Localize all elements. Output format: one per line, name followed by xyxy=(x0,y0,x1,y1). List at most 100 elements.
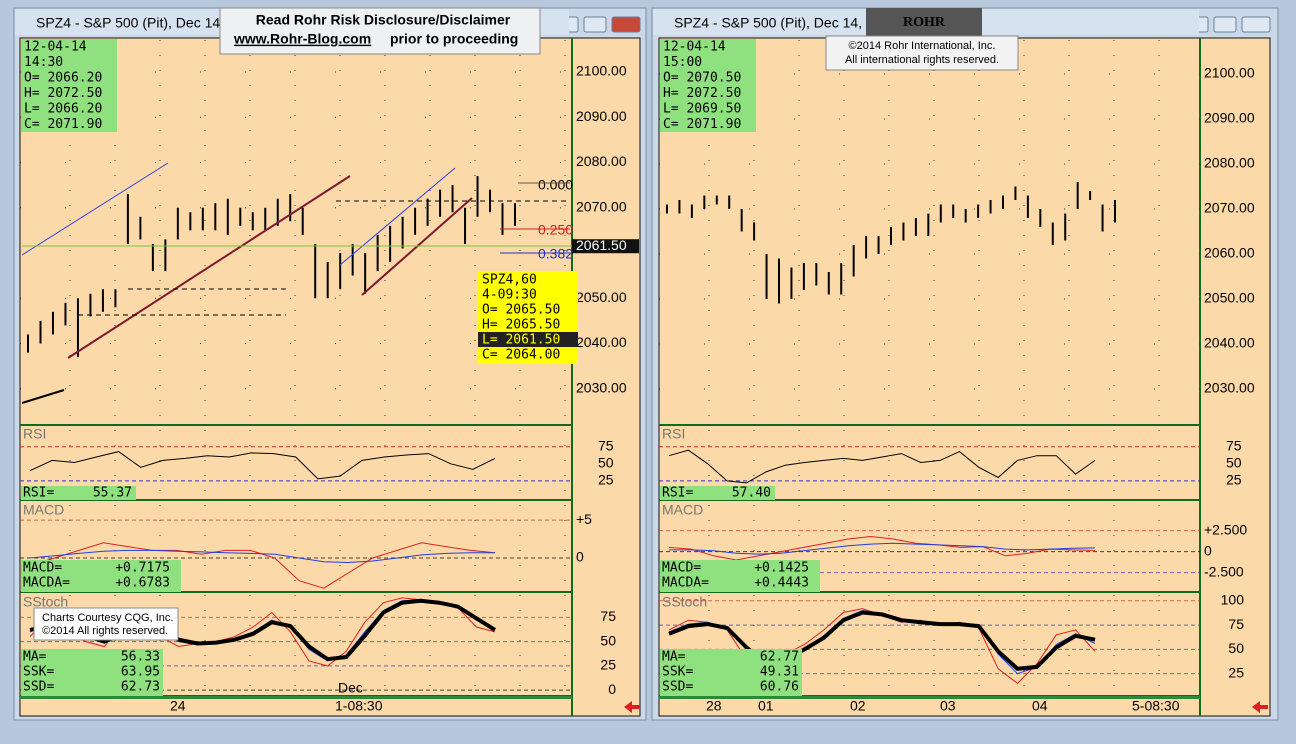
readout-value: 63.95 xyxy=(121,665,160,680)
info-line: 14:30 xyxy=(24,55,63,70)
readout-value: +0.4443 xyxy=(754,576,809,591)
readout-label: SSD= xyxy=(662,680,693,695)
y-tick-label: 2050.00 xyxy=(576,289,627,305)
readout-label: SSD= xyxy=(23,680,54,695)
scroll-arrow[interactable] xyxy=(1252,701,1268,713)
last-price: 2061.50 xyxy=(576,237,627,253)
copyright: All international rights reserved. xyxy=(845,54,999,66)
date-strip xyxy=(659,696,1200,699)
close[interactable] xyxy=(1241,16,1271,33)
popup-highlight xyxy=(478,332,578,347)
readout-label: SSK= xyxy=(662,665,693,680)
y-tick-label: 2070.00 xyxy=(1204,200,1255,216)
y-tick-label: -2.500 xyxy=(1204,563,1244,579)
readout-value: 62.77 xyxy=(760,650,799,665)
info-line: 12-04-14 xyxy=(663,40,726,55)
maximize[interactable] xyxy=(583,16,607,33)
y-tick-label: 25 xyxy=(1226,472,1242,488)
date-strip xyxy=(20,696,572,699)
window-title: SPZ4 - S&P 500 (Pit), Dec 14, 30 Min xyxy=(674,15,908,31)
cqg: Charts Courtesy CQG, Inc. xyxy=(42,612,173,624)
info-line: 12-04-14 xyxy=(24,40,87,55)
copyright: ©2014 Rohr International, Inc. xyxy=(849,40,996,52)
plot-area xyxy=(658,37,1271,717)
info-line: C= 2071.90 xyxy=(663,117,741,132)
popup-line: 4-09:30 xyxy=(482,288,537,303)
readout-value: 56.33 xyxy=(121,650,160,665)
readout-value: 60.76 xyxy=(760,680,799,695)
readout-box xyxy=(660,486,775,500)
y-tick-label: 50 xyxy=(600,632,616,648)
readout-label: MA= xyxy=(662,650,686,665)
y-tick-label: 2040.00 xyxy=(576,334,627,350)
maximize[interactable] xyxy=(1213,16,1237,33)
readout-label: MACDA= xyxy=(662,576,709,591)
y-tick-label: 2070.00 xyxy=(576,198,627,214)
readout-label: MACD= xyxy=(662,561,701,576)
y-tick-label: 25 xyxy=(598,472,614,488)
y-tick-label: +2.500 xyxy=(1204,521,1247,537)
last-price-box xyxy=(572,239,639,254)
readout-box xyxy=(21,486,136,500)
rsi-line xyxy=(668,449,1096,484)
x-tick-label: 04 xyxy=(1032,698,1048,714)
y-tick-label: 2100.00 xyxy=(1204,65,1255,81)
info-line: 15:00 xyxy=(663,55,702,70)
scroll-arrow[interactable] xyxy=(624,701,640,713)
window-title: SPZ4 - S&P 500 (Pit), Dec 14, 60 Min xyxy=(36,15,270,31)
readout-box xyxy=(21,560,181,592)
popup xyxy=(478,271,578,364)
readout-label: RSI= xyxy=(662,486,693,501)
x-tick-label: 03 xyxy=(940,698,956,714)
close[interactable] xyxy=(611,16,641,33)
info-line: L= 2069.50 xyxy=(663,102,741,117)
y-tick-label: 2090.00 xyxy=(1204,110,1255,126)
banner-line: prior to proceeding xyxy=(390,31,518,47)
x-tick-label: Dec xyxy=(338,680,363,696)
info-line: H= 2072.50 xyxy=(663,86,741,101)
y-tick-label: 25 xyxy=(600,657,616,673)
x-tick-label: 1-08:30 xyxy=(335,698,383,714)
readout-box xyxy=(660,649,802,696)
readout-value: 62.73 xyxy=(121,680,160,695)
readout-label: SSK= xyxy=(23,665,54,680)
info-line: O= 2070.50 xyxy=(663,71,741,86)
popup-line: L= 2061.50 xyxy=(482,333,560,348)
y-tick-label: 75 xyxy=(598,437,614,453)
y-tick-label: 50 xyxy=(1228,640,1244,656)
pane-name: RSI xyxy=(23,426,46,442)
popup-line: O= 2065.50 xyxy=(482,303,560,318)
cqg-box xyxy=(33,607,179,641)
info-line: L= 2066.20 xyxy=(24,102,102,117)
info-line: O= 2066.20 xyxy=(24,71,102,86)
x-tick-label: 01 xyxy=(758,698,774,714)
y-tick-label: 2080.00 xyxy=(576,153,627,169)
y-tick-label: 75 xyxy=(1228,616,1244,632)
macd-line xyxy=(29,549,496,564)
info-box xyxy=(21,39,117,132)
readout-label: RSI= xyxy=(23,486,54,501)
readout-value: 49.31 xyxy=(760,665,799,680)
pane-name: SStoch xyxy=(662,594,707,610)
readout-value: 57.40 xyxy=(732,486,771,501)
stoch-line xyxy=(668,610,1096,671)
macd-line xyxy=(669,542,1096,555)
x-tick-label: 02 xyxy=(850,698,866,714)
fib-label: 0.000 xyxy=(538,177,573,193)
y-tick-label: 2030.00 xyxy=(1204,380,1255,396)
rsi-line xyxy=(29,451,496,480)
popup-line: SPZ4,60 xyxy=(482,273,537,288)
x-tick-label: 24 xyxy=(170,698,186,714)
readout-label: MACD= xyxy=(23,561,62,576)
banner-line: Read Rohr Risk Disclosure/Disclaimer xyxy=(256,12,511,28)
x-tick-label: 28 xyxy=(706,698,722,714)
info-box xyxy=(660,39,756,132)
macd-line xyxy=(668,535,1096,561)
y-tick-label: 0 xyxy=(576,549,584,565)
fib-label: 0.382 xyxy=(538,246,573,262)
readout-label: MACDA= xyxy=(23,576,70,591)
y-tick-label: 2050.00 xyxy=(1204,290,1255,306)
banner-link[interactable]: www.Rohr-Blog.com xyxy=(233,31,371,47)
banner-box xyxy=(219,7,541,55)
popup-line: C= 2064.00 xyxy=(482,348,560,363)
